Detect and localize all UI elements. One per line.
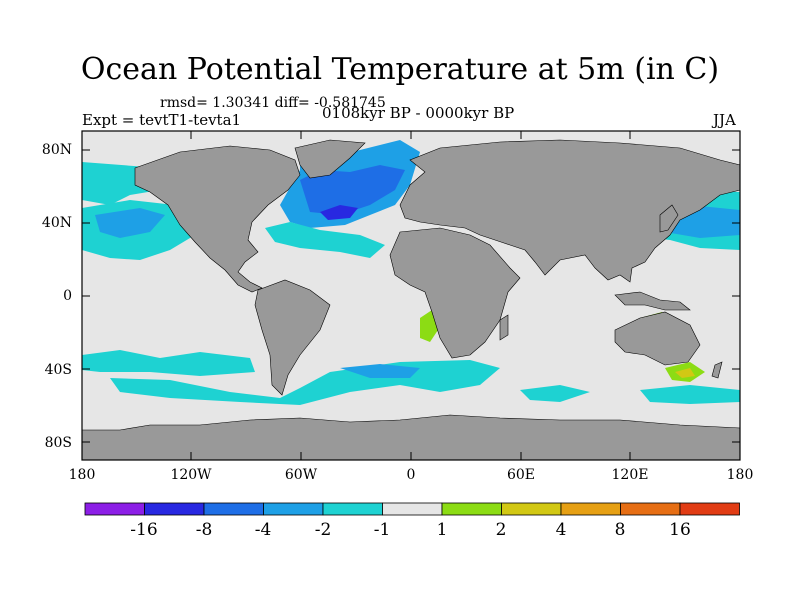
colorbar-label: 2 xyxy=(495,520,507,540)
lon-tick-label: 180 xyxy=(68,467,96,483)
lat-tick-label: 80S xyxy=(44,435,72,451)
anomaly-region-minus1 xyxy=(640,385,740,404)
anomaly-region-minus1 xyxy=(520,385,590,402)
colorbar-swatch xyxy=(501,502,562,516)
anomaly-region-minus1 xyxy=(265,222,385,258)
colorbar-label: -2 xyxy=(314,520,332,540)
colorbar-swatch xyxy=(84,502,145,516)
japan xyxy=(659,204,679,233)
colorbar-swatch xyxy=(203,502,264,516)
lon-tick-label: 60E xyxy=(506,467,536,483)
lon-tick-label: 0 xyxy=(406,467,416,483)
period-label: 0108kyr BP - 0000kyr BP xyxy=(322,104,515,122)
anomaly-region-plus2 xyxy=(675,368,695,378)
colorbar-swatch xyxy=(441,502,502,516)
colorbar-swatch xyxy=(620,502,681,516)
anomaly-region-plus1 xyxy=(420,310,438,342)
africa xyxy=(389,227,521,359)
season-label: JJA xyxy=(713,111,736,129)
plot-title: Ocean Potential Temperature at 5m (in C) xyxy=(80,52,720,87)
anomaly-region-minus2 xyxy=(95,208,165,238)
indonesia xyxy=(614,291,691,311)
anomaly-region-minus1 xyxy=(82,350,255,376)
anomaly-region-minus8 xyxy=(320,205,358,220)
anomaly-region-minus4 xyxy=(300,165,405,215)
stats-label: rmsd= 1.30341 diff= -0.581745 xyxy=(160,95,386,111)
colorbar-label: -4 xyxy=(254,520,272,540)
lon-ticks xyxy=(190,131,631,460)
anomaly-region-minus2 xyxy=(340,364,420,378)
lat-ticks xyxy=(82,149,740,443)
north-america xyxy=(134,145,301,293)
colorbar-swatch xyxy=(263,502,324,516)
colorbar-swatch xyxy=(560,502,621,516)
colorbar xyxy=(84,502,740,516)
lat-tick-label: 40S xyxy=(44,362,72,378)
colorbar-swatch xyxy=(382,502,443,516)
colorbar-swatch xyxy=(679,502,740,516)
colorbar-swatch xyxy=(144,502,205,516)
colorbar-swatch xyxy=(322,502,383,516)
colorbar-label: -8 xyxy=(195,520,213,540)
colorbar-label: -1 xyxy=(373,520,391,540)
experiment-label: Expt = tevtT1-tevta1 xyxy=(82,111,242,129)
greenland xyxy=(294,139,366,179)
land-mass xyxy=(81,139,741,461)
colorbar-label: -16 xyxy=(130,520,158,540)
colorbar-label: 16 xyxy=(669,520,691,540)
lon-tick-label: 180 xyxy=(726,467,754,483)
madagascar xyxy=(499,314,509,341)
australia xyxy=(614,311,701,366)
lat-tick-label: 40N xyxy=(41,215,72,231)
lat-tick-label: 0 xyxy=(63,288,72,304)
colorbar-label: 4 xyxy=(555,520,567,540)
colorbar-label: 8 xyxy=(614,520,626,540)
lon-tick-label: 60W xyxy=(284,467,318,483)
south-america xyxy=(254,279,331,396)
lat-tick-label: 80N xyxy=(41,142,72,158)
new-zealand xyxy=(711,361,723,379)
eurasia xyxy=(399,139,741,283)
lon-tick-label: 120E xyxy=(611,467,649,483)
lon-tick-label: 120W xyxy=(170,467,212,483)
colorbar-label: 1 xyxy=(436,520,448,540)
